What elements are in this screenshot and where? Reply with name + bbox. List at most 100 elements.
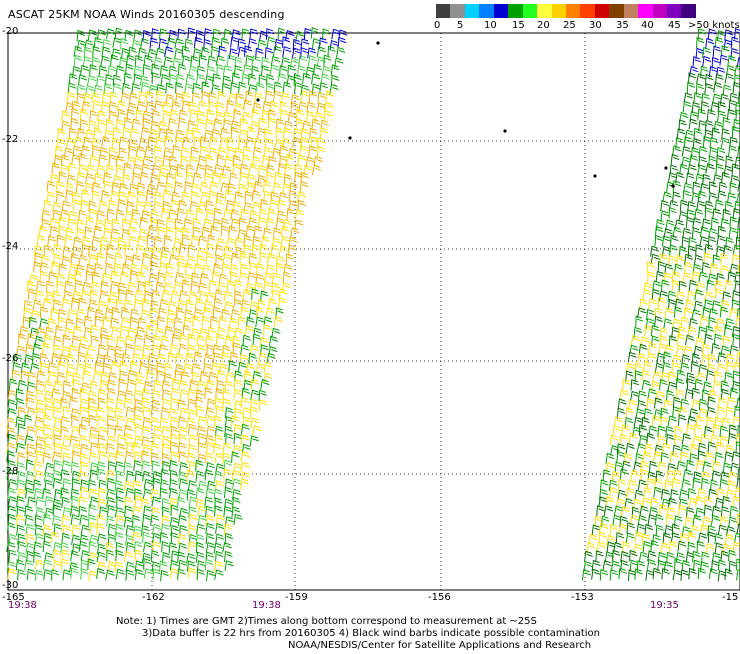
wind-barb: [108, 66, 116, 76]
wind-barb: [206, 292, 215, 302]
wind-barb: [661, 211, 669, 221]
wind-barb: [51, 174, 59, 185]
wind-barb: [71, 551, 79, 561]
wind-barb: [165, 47, 174, 57]
wind-barb: [25, 506, 33, 517]
wind-barb: [128, 371, 136, 381]
wind-barb: [52, 262, 60, 273]
wind-barb: [242, 424, 250, 434]
lon-label: -153: [571, 592, 594, 603]
note-line-2: 3)Data buffer is 22 hrs from 20160305 4)…: [142, 628, 600, 639]
wind-barb: [216, 524, 225, 534]
wind-barb: [201, 192, 210, 202]
wind-barb: [225, 190, 233, 201]
wind-barb: [721, 254, 729, 265]
wind-barb: [638, 391, 646, 401]
wind-barb: [44, 514, 52, 525]
wind-barb: [143, 515, 151, 525]
wind-barb: [36, 381, 45, 391]
wind-barb: [705, 208, 713, 219]
wind-barb: [691, 526, 699, 537]
wind-barb: [647, 353, 656, 363]
wind-barb: [636, 316, 644, 327]
wind-barb: [86, 217, 94, 228]
wind-barb: [730, 217, 738, 228]
wind-barb: [241, 300, 249, 310]
wind-barb: [673, 192, 681, 203]
wind-barb: [199, 236, 207, 246]
wind-barb: [259, 353, 267, 363]
wind-barb: [276, 263, 284, 274]
wind-barb: [135, 56, 143, 67]
wind-barb: [725, 280, 733, 291]
wind-barb: [212, 271, 220, 282]
wind-barb: [92, 191, 101, 201]
wind-barb: [211, 226, 219, 237]
lat-label: -20: [2, 26, 18, 37]
wind-barb: [165, 326, 173, 336]
wind-barb: [630, 392, 639, 402]
wind-barb: [730, 506, 738, 517]
wind-barb: [89, 415, 97, 426]
scale-swatch: [552, 4, 566, 18]
wind-barb: [216, 334, 224, 345]
wind-barb: [166, 218, 174, 229]
wind-barb: [245, 191, 253, 202]
wind-barb: [53, 550, 61, 561]
wind-barb: [241, 462, 250, 472]
wind-barb: [127, 380, 136, 390]
wind-barb: [135, 471, 143, 482]
scale-label: 30: [589, 20, 602, 31]
wind-barb: [87, 307, 95, 318]
wind-barb: [204, 29, 212, 40]
wind-barb: [200, 183, 209, 193]
scale-swatch: [580, 4, 594, 18]
wind-barb: [142, 499, 150, 510]
wind-barb: [251, 390, 260, 400]
wind-barb: [111, 271, 119, 282]
wind-barb: [154, 381, 161, 392]
wind-barb: [135, 570, 143, 580]
wind-barb: [116, 471, 124, 482]
wind-barb: [188, 568, 196, 579]
wind-barb: [81, 487, 89, 498]
wind-barb: [241, 209, 249, 220]
wind-barb: [45, 497, 54, 507]
wind-barb: [106, 570, 115, 580]
wind-barb: [25, 415, 33, 426]
wind-barb: [331, 65, 339, 76]
wind-barb: [171, 291, 179, 301]
wind-barb: [169, 489, 178, 499]
wind-barb: [202, 92, 209, 103]
wind-barb: [248, 273, 257, 283]
wind-barb: [695, 290, 704, 300]
wind-barb: [94, 226, 102, 236]
wind-barb: [143, 532, 151, 543]
wind-barb: [127, 192, 135, 202]
wind-barb: [178, 29, 186, 40]
wind-barb: [98, 562, 106, 572]
wind-barb: [270, 336, 278, 346]
wind-barb: [655, 236, 663, 247]
wind-barb: [273, 46, 281, 56]
wind-barb: [145, 147, 154, 157]
wind-barb: [225, 336, 233, 347]
wind-barb: [56, 182, 64, 193]
wind-barb: [151, 515, 159, 525]
wind-barb: [130, 361, 138, 372]
wind-barb: [265, 48, 273, 59]
wind-barb: [694, 301, 703, 311]
wind-barb: [239, 130, 248, 140]
wind-barb: [280, 110, 289, 120]
wind-barb: [721, 46, 729, 57]
wind-barb: [72, 336, 80, 346]
wind-barb: [72, 102, 80, 113]
wind-barb: [232, 73, 240, 84]
wind-barb: [142, 299, 150, 310]
wind-barb: [705, 334, 713, 344]
wind-barb: [142, 254, 150, 265]
island-mark: [256, 98, 259, 101]
wind-barb: [733, 542, 740, 553]
wind-barb: [668, 416, 677, 426]
wind-barb: [53, 245, 62, 255]
